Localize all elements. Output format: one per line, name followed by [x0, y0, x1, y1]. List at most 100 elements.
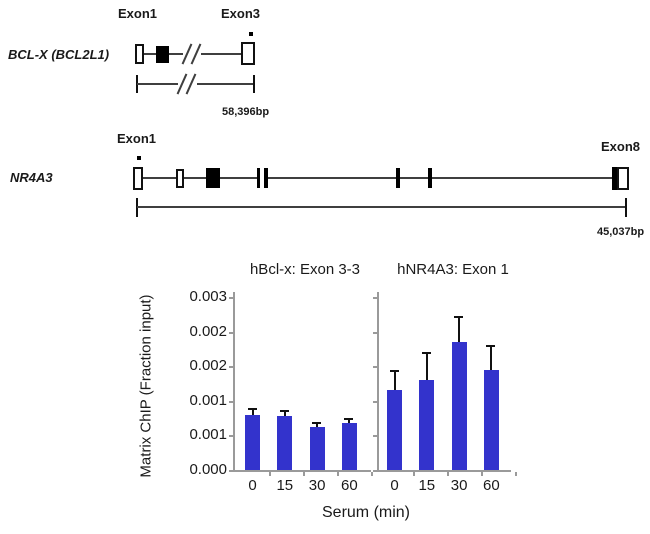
bar-hbclx-60min: [341, 422, 357, 470]
x-axis-line: [233, 470, 371, 472]
nr4a3-exon-bar: [264, 168, 268, 188]
nr4a3-exon-bar: [396, 168, 400, 188]
bclx-intron-line: [201, 53, 241, 55]
x-axis-tick: [302, 472, 305, 476]
nr4a3-exon1-label: Exon1: [117, 131, 157, 146]
bclx-scale-line: [197, 83, 254, 85]
error-bar-cap: [421, 352, 431, 355]
bclx-intron-line: [169, 53, 183, 55]
nr4a3-intron-line: [220, 177, 257, 179]
y-axis-tick-label: 0.002: [189, 357, 227, 375]
nr4a3-exon8-box: [617, 167, 629, 190]
bar-hnr4a3-0min: [387, 390, 402, 470]
bclx-scale-right-tick: [253, 75, 255, 93]
error-bar-cap: [247, 407, 257, 410]
y-axis-tick: [373, 366, 377, 369]
y-axis-tick-label: 0.000: [189, 461, 227, 478]
x-axis-tick-label: 60: [341, 477, 358, 494]
y-axis-tick: [373, 470, 377, 472]
bclx-exon1-label: Exon1: [118, 6, 158, 21]
error-bar-hbclx-30min: [316, 421, 319, 428]
bclx-length-label: 58,396bp: [222, 106, 270, 118]
bar-hnr4a3-60min: [483, 369, 499, 470]
error-bar-hbclx-15min: [283, 409, 286, 416]
error-bar-cap: [486, 345, 496, 348]
x-axis-label: Serum (min): [322, 504, 411, 521]
y-axis-tick: [229, 331, 233, 334]
y-axis-tick-label: 0.002: [189, 322, 227, 340]
y-axis-line: [233, 292, 235, 472]
nr4a3-exon-bar: [257, 168, 260, 188]
y-axis-tick: [229, 366, 233, 369]
nr4a3-exon-bar: [428, 168, 432, 188]
x-axis-tick: [370, 472, 373, 476]
x-axis-tick-label: 15: [418, 477, 436, 494]
y-axis-tick-label: 0.001: [189, 391, 227, 409]
nr4a3-scale-line: [137, 206, 627, 208]
nr4a3-intron-line: [432, 177, 612, 179]
y-axis-tick: [373, 400, 377, 403]
x-axis-tick-label: 60: [483, 477, 500, 494]
x-axis-tick: [514, 472, 517, 476]
x-axis-tick-label: 0: [390, 477, 399, 494]
error-bar-cap: [312, 421, 322, 424]
x-axis-tick-label: 30: [308, 477, 326, 494]
bclx-primer-dot: [249, 32, 253, 36]
y-axis-tick: [373, 297, 377, 299]
y-axis-tick: [373, 435, 377, 438]
nr4a3-exon1-box: [133, 167, 143, 190]
bclx-line-break-slash: [190, 43, 202, 65]
nr4a3-intron-line: [184, 177, 206, 179]
bclx-intron-line: [144, 53, 156, 55]
nr4a3-intron-line: [400, 177, 428, 179]
error-bar-hnr4a3-0min: [393, 369, 396, 391]
bar-hbclx-0min: [245, 414, 260, 470]
bclx-coding-exon-box: [156, 46, 169, 63]
x-axis-tick-label: 0: [248, 477, 257, 494]
bclx-exon3-box: [241, 42, 255, 65]
y-axis-line: [377, 292, 379, 472]
nr4a3-length-label: 45,037bp: [597, 226, 645, 238]
nr4a3-scale-right-tick: [625, 198, 627, 217]
y-axis-tick: [229, 435, 233, 438]
nr4a3-primer-dot: [137, 156, 141, 160]
nr4a3-intron-line: [268, 177, 396, 179]
error-bar-hnr4a3-60min: [490, 345, 493, 370]
x-axis-line: [377, 470, 511, 472]
error-bar-cap: [454, 315, 464, 318]
bclx-scale-line: [137, 83, 178, 85]
bclx-exon3-label: Exon3: [221, 6, 261, 21]
nr4a3-coding-exon-box: [206, 168, 220, 188]
bclx-scale-break-slash: [185, 73, 197, 95]
bclx-gene-name: BCL-X (BCL2L1): [8, 47, 110, 62]
bar-hbclx-30min: [309, 427, 325, 470]
chart-title-left: hBcl-x: Exon 3-3: [249, 261, 361, 278]
error-bar-cap: [279, 409, 289, 412]
bclx-exon1-box: [135, 44, 144, 64]
nr4a3-exon8-label: Exon8: [601, 139, 641, 154]
nr4a3-exon8-bar: [612, 167, 617, 190]
error-bar-hbclx-0min: [251, 407, 254, 415]
y-axis-tick-label: 0.001: [189, 426, 227, 444]
chart-title-right: hNR4A3: Exon 1: [397, 261, 509, 278]
bar-hbclx-15min: [277, 416, 293, 470]
y-axis-tick: [229, 297, 233, 299]
x-axis-tick-label: 15: [276, 477, 294, 494]
error-bar-hnr4a3-30min: [458, 315, 461, 342]
y-axis-label: Matrix ChIP (Fraction input): [137, 294, 155, 478]
x-axis-tick: [446, 472, 449, 476]
y-axis-tick: [229, 470, 233, 472]
error-bar-hbclx-60min: [348, 418, 351, 423]
nr4a3-exon2-box: [176, 169, 184, 188]
error-bar-hnr4a3-15min: [425, 352, 428, 381]
x-axis-tick-label: 30: [450, 477, 468, 494]
y-axis-tick-label: 0.003: [189, 288, 227, 305]
x-axis-tick: [412, 472, 415, 476]
y-axis-tick: [373, 331, 377, 334]
y-axis-tick: [229, 400, 233, 403]
nr4a3-intron-line: [143, 177, 176, 179]
x-axis-tick: [480, 472, 483, 476]
bar-hnr4a3-15min: [419, 380, 435, 470]
x-axis-tick: [336, 472, 339, 476]
